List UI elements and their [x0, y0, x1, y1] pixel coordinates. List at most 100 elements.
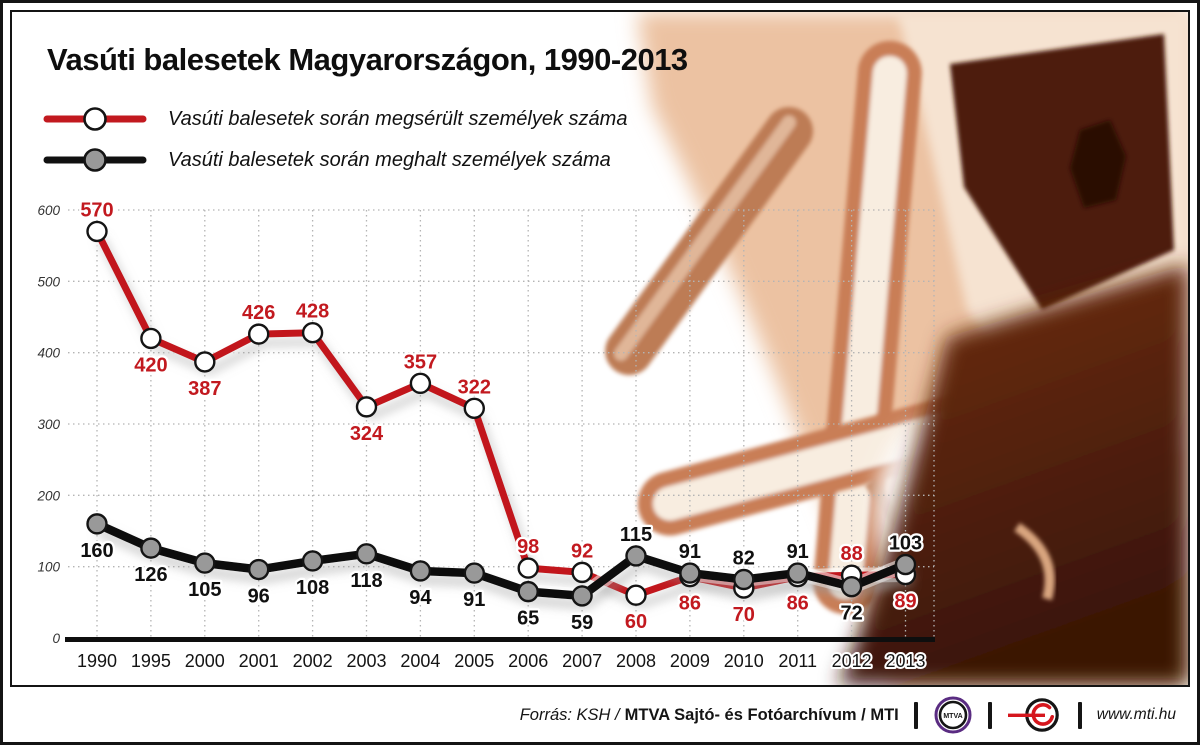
footer-bar: Forrás: KSH / MTVA Sajtó- és Fotóarchívum…	[10, 692, 1190, 738]
data-point-label: 82	[733, 548, 755, 570]
data-point-label: 322	[458, 376, 491, 398]
x-axis-tick-label: 1990	[77, 651, 117, 671]
data-point-label: 89	[894, 591, 916, 613]
mti-logo	[1007, 698, 1059, 732]
data-point-label: 88	[840, 543, 862, 565]
source-credit: MTVA Sajtó- és Fotóarchívum / MTI	[624, 705, 899, 724]
x-axis-tick-label: 2002	[293, 651, 333, 671]
data-point-marker	[463, 562, 485, 584]
x-axis-tick-label: 1995	[131, 651, 171, 671]
line-chart: 0 100 200 300 400 500 600 1990 1995 2000 2001 2002 2…	[36, 197, 935, 673]
data-point-label: 91	[463, 589, 485, 611]
data-point-marker	[733, 568, 755, 591]
page-title: Vasúti balesetek Magyarországon, 1990-20…	[47, 42, 688, 77]
x-axis-tick-label: 2000	[185, 651, 225, 671]
data-point-marker	[86, 220, 108, 243]
data-point-marker	[194, 552, 216, 574]
data-point-marker	[517, 580, 539, 603]
data-point-marker	[140, 537, 162, 559]
truck-crossing-photo	[605, 12, 1188, 685]
crossing-pole	[605, 107, 813, 376]
data-point-label: 91	[679, 541, 701, 563]
data-point-label: 108	[296, 577, 329, 599]
data-point-marker	[409, 560, 432, 582]
data-point-marker	[517, 557, 539, 579]
data-point-marker	[571, 561, 593, 584]
y-axis-tick-label: 0	[52, 631, 60, 646]
window-crest	[1070, 120, 1126, 208]
y-axis-tick-label: 400	[37, 346, 60, 361]
y-axis-tick-label: 100	[37, 560, 60, 575]
source-text: Forrás: KSH / MTVA Sajtó- és Fotóarchívum…	[520, 706, 899, 725]
footer-separator	[913, 701, 918, 729]
footer-separator	[987, 701, 992, 729]
data-point-label: 103	[889, 533, 922, 555]
chart-panel: Vasúti balesetek Magyarországon, 1990-20…	[10, 10, 1190, 687]
data-point-marker	[301, 550, 324, 572]
data-point-label: 59	[571, 612, 593, 634]
data-point-label: 324	[350, 423, 384, 445]
x-axis-tick-label: 2012	[832, 651, 872, 671]
x-axis-tick-label: 2004	[400, 651, 440, 671]
data-point-label: 86	[679, 593, 701, 615]
mtva-logo: MTVA	[934, 696, 972, 734]
data-point-label: 426	[242, 302, 275, 324]
data-point-marker	[625, 545, 647, 567]
legend-label-injured: Vasúti balesetek során megsérült személy…	[168, 107, 628, 130]
data-point-label: 420	[134, 354, 167, 376]
data-point-label: 92	[571, 540, 593, 562]
y-axis-tick-label: 300	[37, 417, 60, 432]
data-point-marker	[463, 397, 485, 420]
x-axis-tick-label: 2009	[670, 651, 710, 671]
data-point-label: 65	[517, 608, 539, 630]
x-axis-tick-label: 2007	[562, 651, 602, 671]
data-point-marker	[625, 584, 647, 606]
x-axis-tick-label: 2011	[778, 651, 817, 671]
series-line-halo	[89, 223, 913, 603]
data-point-marker	[194, 351, 216, 373]
website-url: www.mti.hu	[1096, 706, 1176, 723]
data-point-label: 72	[840, 603, 862, 625]
data-point-label: 60	[625, 611, 647, 633]
data-point-label: 70	[733, 604, 755, 626]
x-axis-tick-label: 2006	[508, 651, 548, 671]
data-point-label: 428	[296, 301, 329, 323]
data-point-marker	[355, 396, 378, 418]
legend-item-deaths: Vasúti balesetek során meghalt személyek…	[39, 145, 627, 175]
data-point-marker	[787, 562, 809, 584]
legend-swatch-deaths-icon	[43, 148, 147, 172]
data-point-marker	[247, 323, 270, 345]
data-point-marker	[140, 327, 162, 350]
y-axis-tick-label: 600	[37, 203, 60, 218]
data-point-label: 387	[188, 378, 221, 400]
x-axis-tick-label: 2008	[616, 651, 656, 671]
x-axis-tick-label: 2010	[724, 651, 764, 671]
source-prefix: Forrás: KSH /	[519, 705, 620, 724]
y-axis-tick-label: 500	[37, 274, 60, 289]
data-point-label: 160	[80, 540, 113, 562]
data-point-label: 126	[134, 564, 167, 586]
data-point-marker	[571, 585, 593, 607]
data-point-marker	[355, 543, 378, 565]
data-point-label: 118	[350, 570, 382, 592]
data-point-label: 94	[409, 587, 432, 609]
data-point-label: 115	[620, 524, 652, 546]
data-point-marker	[409, 372, 432, 395]
data-point-label: 96	[248, 586, 270, 608]
series-line	[92, 519, 910, 601]
data-point-label: 91	[787, 541, 809, 563]
data-point-marker	[247, 558, 270, 581]
data-point-label: 86	[787, 593, 809, 615]
data-point-marker	[301, 321, 324, 344]
hose-detail	[1014, 522, 1055, 601]
data-point-marker	[86, 513, 108, 535]
mtva-logo-text: MTVA	[943, 713, 962, 720]
x-axis-tick-label: 2001	[239, 651, 279, 671]
x-axis-tick-label: 2003	[346, 651, 386, 671]
legend-item-injured: Vasúti balesetek során megsérült személy…	[39, 104, 627, 134]
data-point-marker	[840, 575, 863, 598]
data-point-label: 357	[404, 351, 437, 373]
x-axis-tick-label: 2013	[885, 651, 925, 671]
x-axis-tick-label: 2005	[454, 651, 494, 671]
